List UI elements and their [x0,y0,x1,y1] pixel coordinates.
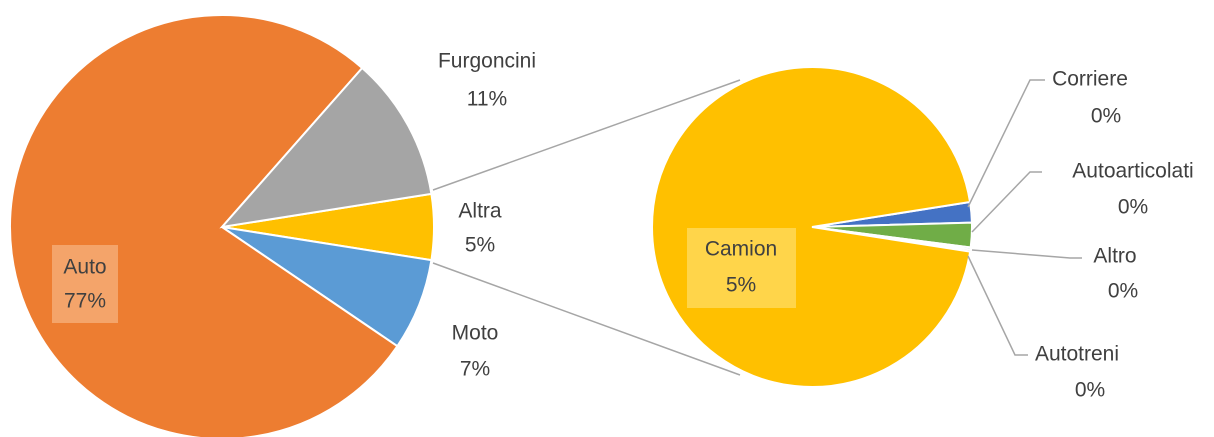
data-label-name: Auto [63,256,106,279]
connector-line [432,79,741,191]
leader-line [971,171,1042,233]
connector-line [432,262,741,376]
data-label-value: 5% [726,274,756,297]
data-label-value: 77% [64,290,106,313]
leader-lines [967,79,1082,356]
leader-line [967,255,1028,356]
data-label-value: 0% [1118,196,1148,219]
data-label-name: Autotreni [1035,343,1119,366]
data-label-name: Camion [705,238,777,261]
leader-line [971,249,1082,259]
data-label-value: 0% [1075,379,1105,402]
connectors [432,79,741,376]
data-label-name: Altra [458,200,502,223]
data-label-value: 11% [467,88,507,111]
data-label-name: Moto [452,322,499,345]
data-label-name: Autoarticolati [1072,160,1193,183]
data-label-name: Corriere [1052,68,1128,91]
label-box [52,245,118,323]
label-box [687,228,796,308]
pie-slice [219,66,433,229]
data-label-value: 7% [460,358,490,381]
pie-slice [9,14,399,437]
data-label-value: 0% [1108,280,1138,303]
data-label-value: 0% [1091,105,1121,128]
data-label-name: Altro [1093,245,1136,268]
leader-line [967,79,1045,208]
data-label-value: 5% [465,234,495,257]
data-label-name: Furgoncini [438,50,536,73]
